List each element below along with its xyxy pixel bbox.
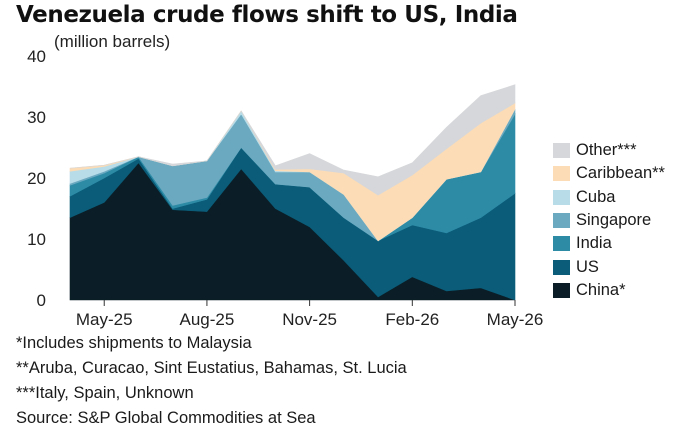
legend-label-us: US <box>576 257 599 276</box>
footnotes: *Includes shipments to Malaysia **Aruba,… <box>16 331 407 431</box>
legend-item-caribbean: Caribbean** <box>553 162 665 185</box>
y-tick-label: 10 <box>27 230 46 249</box>
x-tick-label: Feb-26 <box>385 310 439 329</box>
y-tick-label: 0 <box>37 291 46 310</box>
y-tick-label: 20 <box>27 169 46 188</box>
legend-item-other: Other*** <box>553 139 665 162</box>
legend-swatch-india <box>553 236 570 252</box>
legend-swatch-us <box>553 259 570 275</box>
legend-label-other: Other*** <box>576 141 637 160</box>
footnote-malaysia: *Includes shipments to Malaysia <box>16 334 252 352</box>
x-tick-label: Aug-25 <box>180 310 235 329</box>
legend-label-china: China* <box>576 280 626 299</box>
legend-item-china: China* <box>553 279 665 302</box>
y-axis-label: (million barrels) <box>54 32 171 51</box>
legend-item-cuba: Cuba <box>553 186 665 209</box>
legend-label-caribbean: Caribbean** <box>576 164 665 183</box>
legend-swatch-singapore <box>553 213 570 229</box>
legend-label-india: India <box>576 234 612 253</box>
legend-item-india: India <box>553 232 665 255</box>
legend-swatch-caribbean <box>553 166 570 182</box>
area-series-other <box>69 84 516 196</box>
legend-item-singapore: Singapore <box>553 209 665 232</box>
footnote-other: ***Italy, Spain, Unknown <box>16 384 194 402</box>
x-tick-label: May-26 <box>487 310 544 329</box>
chart-title: Venezuela crude flows shift to US, India <box>16 2 518 28</box>
legend-swatch-other <box>553 143 570 159</box>
legend-swatch-china <box>553 282 570 298</box>
x-tick-label: May-25 <box>76 310 133 329</box>
legend-label-cuba: Cuba <box>576 187 616 206</box>
legend-item-us: US <box>553 255 665 278</box>
y-tick-label: 40 <box>27 47 46 66</box>
legend-label-singapore: Singapore <box>576 211 652 230</box>
y-tick-label: 30 <box>27 108 46 127</box>
legend-swatch-cuba <box>553 189 570 205</box>
footnote-caribbean: **Aruba, Curacao, Sint Eustatius, Bahama… <box>16 359 407 377</box>
legend: Other*** Caribbean** Cuba Singapore Indi… <box>553 139 665 302</box>
source-note: Source: S&P Global Commodities at Sea <box>16 409 316 427</box>
x-tick-label: Nov-25 <box>282 310 337 329</box>
